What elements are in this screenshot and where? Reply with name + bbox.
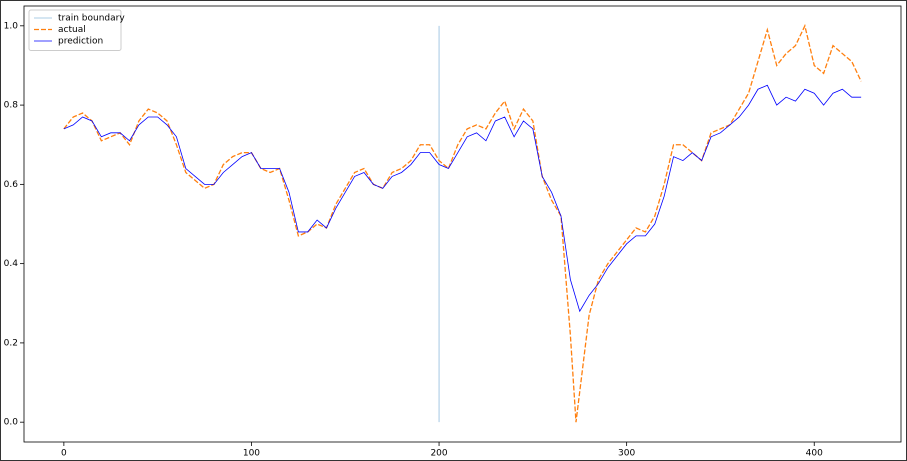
legend-label: actual — [58, 25, 86, 35]
x-tick-label: 0 — [61, 449, 67, 459]
legend-label: prediction — [58, 37, 103, 47]
x-tick-label: 100 — [243, 449, 260, 459]
y-tick-label: 1.0 — [4, 21, 19, 31]
y-tick-label: 0.0 — [4, 418, 19, 428]
y-tick-label: 0.2 — [4, 338, 18, 348]
axes-frame — [23, 5, 902, 443]
x-tick-label: 400 — [806, 449, 823, 459]
series-line — [63, 84, 862, 313]
series-line — [63, 23, 862, 423]
y-tick-label: 0.6 — [4, 180, 19, 190]
legend-label: train boundary — [58, 14, 125, 24]
y-tick-label: 0.8 — [4, 101, 19, 111]
x-tick-label: 300 — [618, 449, 635, 459]
y-tick-label: 0.4 — [4, 259, 19, 269]
x-tick-label: 200 — [430, 449, 447, 459]
legend-box — [28, 9, 122, 51]
